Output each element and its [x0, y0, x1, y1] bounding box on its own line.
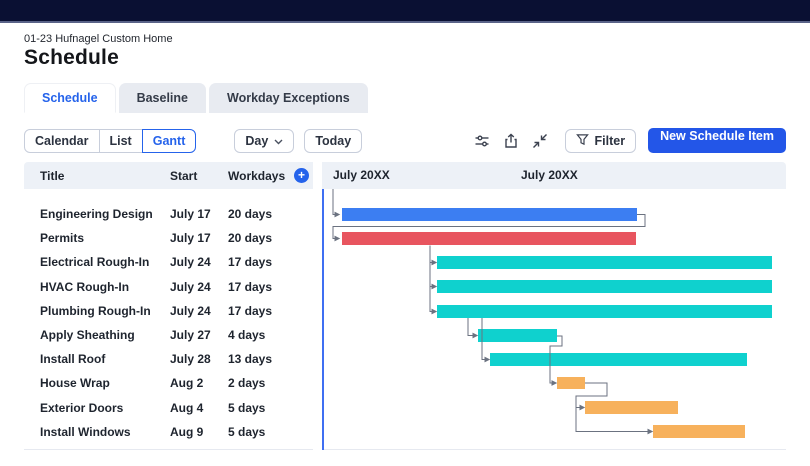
table-row[interactable]: Install Roof July 28 13 days: [24, 347, 313, 371]
cell-start: July 24: [170, 255, 211, 270]
cell-workdays: 5 days: [228, 400, 266, 415]
cell-title: House Wrap: [40, 376, 110, 391]
gantt-bar[interactable]: [557, 377, 585, 389]
toolbar: Calendar List Gantt Day Today: [24, 128, 786, 153]
dependency-connector: [575, 407, 654, 435]
new-schedule-item-button[interactable]: New Schedule Item: [648, 128, 786, 153]
cell-start: Aug 2: [170, 376, 204, 391]
filter-button[interactable]: Filter: [564, 128, 637, 153]
column-header-workdays: Workdays: [228, 168, 286, 183]
gantt-bar[interactable]: [437, 305, 772, 318]
cell-workdays: 5 days: [228, 424, 266, 439]
gantt-bar[interactable]: [490, 353, 747, 366]
cell-workdays: 17 days: [228, 303, 273, 318]
timeline-start-line: [322, 189, 324, 450]
cell-workdays: 20 days: [228, 207, 273, 222]
view-calendar-button[interactable]: Calendar: [24, 128, 100, 153]
cell-workdays: 4 days: [228, 328, 266, 343]
gantt-bar[interactable]: [585, 401, 678, 414]
tab-bar: Schedule Baseline Workday Exceptions: [24, 83, 368, 113]
gantt-bars-group: [342, 208, 772, 438]
breadcrumb: 01-23 Hufnagel Custom Home: [24, 33, 173, 45]
cell-start: Aug 9: [170, 424, 204, 439]
table-row[interactable]: Electrical Rough-In July 24 17 days: [24, 250, 313, 274]
gantt-body: [322, 189, 786, 450]
filter-icon: [575, 133, 589, 149]
gantt-month-label: July 20XX: [521, 168, 578, 182]
dependency-connector: [467, 318, 479, 339]
gantt-svg: [322, 189, 772, 450]
dependency-connector: [332, 189, 341, 218]
table-row[interactable]: Install Windows Aug 9 5 days: [24, 420, 313, 444]
collapse-icon[interactable]: [532, 133, 548, 149]
tab-workday-exceptions[interactable]: Workday Exceptions: [209, 83, 368, 113]
dependency-connector: [429, 245, 438, 315]
top-nav-bar: [0, 0, 810, 23]
table-row[interactable]: HVAC Rough-In July 24 17 days: [24, 275, 313, 299]
cell-start: Aug 4: [170, 400, 204, 415]
gantt-bar[interactable]: [342, 208, 637, 221]
gantt-month-label: July 20XX: [333, 168, 390, 182]
cell-start: July 27: [170, 328, 211, 343]
cell-title: Apply Sheathing: [40, 328, 135, 343]
task-rows: Engineering Design July 17 20 days Permits J…: [24, 202, 313, 444]
dependency-connector: [549, 335, 563, 386]
gantt-bar[interactable]: [437, 280, 772, 293]
cell-title: HVAC Rough-In: [40, 279, 130, 294]
cell-title: Engineering Design: [40, 207, 153, 222]
dependency-connector: [575, 382, 608, 411]
table-row[interactable]: House Wrap Aug 2 2 days: [24, 371, 313, 395]
zoom-level-value: Day: [245, 133, 269, 148]
page-title: Schedule: [24, 46, 119, 69]
cell-workdays: 13 days: [228, 352, 273, 367]
column-header-title: Title: [40, 168, 65, 183]
tab-schedule[interactable]: Schedule: [24, 83, 116, 113]
schedule-table: Title Start Workdays + Engineering Desig…: [24, 162, 313, 450]
cell-workdays: 17 days: [228, 279, 273, 294]
filter-label: Filter: [594, 133, 626, 148]
export-icon[interactable]: [503, 133, 519, 149]
view-gantt-button[interactable]: Gantt: [141, 128, 197, 153]
cell-start: July 24: [170, 303, 211, 318]
cell-workdays: 2 days: [228, 376, 266, 391]
cell-title: Plumbing Rough-In: [40, 303, 151, 318]
gantt-chart: July 20XX July 20XX: [322, 162, 786, 450]
gantt-bar[interactable]: [478, 329, 557, 342]
cell-title: Install Windows: [40, 424, 131, 439]
cell-start: July 17: [170, 207, 211, 222]
table-row[interactable]: Exterior Doors Aug 4 5 days: [24, 396, 313, 420]
gantt-connectors-group: [332, 189, 654, 435]
cell-title: Permits: [40, 231, 85, 246]
dependency-connector: [481, 318, 491, 363]
view-list-button[interactable]: List: [98, 128, 143, 153]
table-row[interactable]: Permits July 17 20 days: [24, 226, 313, 250]
zoom-level-select[interactable]: Day: [234, 128, 295, 153]
table-row[interactable]: Plumbing Rough-In July 24 17 days: [24, 299, 313, 323]
cell-start: July 24: [170, 279, 211, 294]
toolbar-right: Filter New Schedule Item: [474, 128, 786, 153]
cell-start: July 28: [170, 352, 211, 367]
gantt-header: July 20XX July 20XX: [322, 162, 786, 189]
table-row[interactable]: Apply Sheathing July 27 4 days: [24, 323, 313, 347]
cell-title: Install Roof: [40, 352, 106, 367]
cell-start: July 17: [170, 231, 211, 246]
chevron-down-icon: [274, 134, 283, 148]
dependency-connector: [332, 214, 646, 242]
gantt-bar[interactable]: [437, 256, 772, 269]
cell-title: Exterior Doors: [40, 400, 124, 415]
gantt-bar[interactable]: [653, 425, 745, 438]
gantt-bar[interactable]: [342, 232, 636, 245]
add-column-icon[interactable]: +: [294, 168, 309, 183]
table-header: Title Start Workdays +: [24, 162, 313, 189]
cell-workdays: 20 days: [228, 231, 273, 246]
column-header-start: Start: [170, 168, 198, 183]
cell-title: Electrical Rough-In: [40, 255, 150, 270]
view-switcher: Calendar List Gantt: [24, 128, 197, 153]
today-button[interactable]: Today: [304, 128, 363, 153]
adjust-sliders-icon[interactable]: [474, 133, 490, 149]
tab-baseline[interactable]: Baseline: [118, 83, 206, 113]
cell-workdays: 17 days: [228, 255, 273, 270]
table-row[interactable]: Engineering Design July 17 20 days: [24, 202, 313, 226]
